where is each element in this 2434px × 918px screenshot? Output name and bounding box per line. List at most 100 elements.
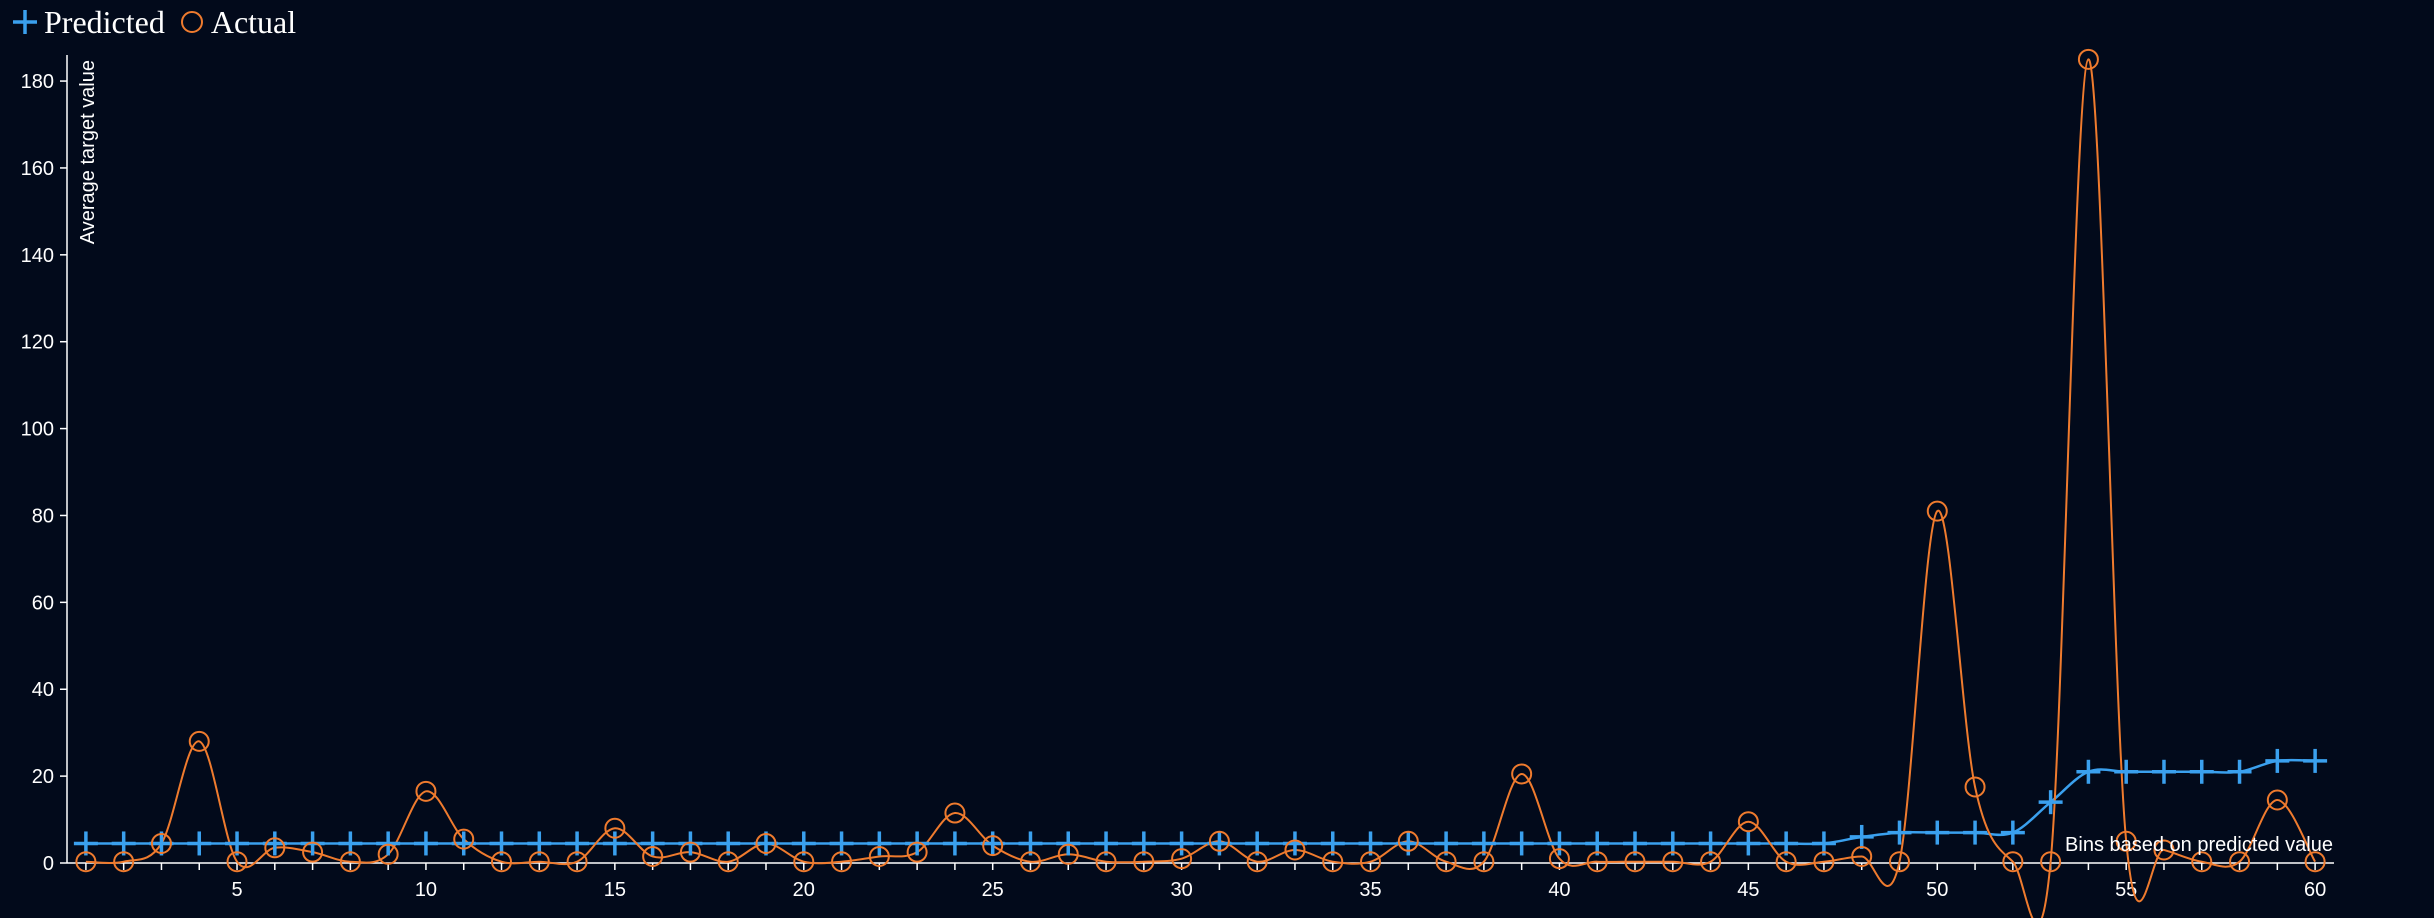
actual-point <box>1057 843 1079 865</box>
chart-legend: Predicted Actual <box>12 2 310 42</box>
y-axis-title: Average target value <box>77 60 99 244</box>
actual-point <box>1624 851 1646 873</box>
actual-point <box>1926 500 1948 522</box>
actual-point <box>2040 851 2062 873</box>
x-axis-title: Bins based on predicted value <box>2065 834 2333 856</box>
predicted-point <box>413 831 438 856</box>
y-axis: 0 20 40 60 80 100 120 140 160 180 <box>21 55 68 875</box>
predicted-point <box>753 831 778 856</box>
actual-point <box>944 802 966 824</box>
actual-point <box>604 817 626 839</box>
predicted-point <box>2151 759 2176 784</box>
actual-point <box>150 832 172 854</box>
actual-point <box>2115 830 2137 852</box>
actual-point <box>566 851 588 873</box>
predicted-point <box>2227 759 2252 784</box>
actual-point <box>1662 851 1684 873</box>
predicted-point <box>2265 748 2290 773</box>
predicted-point <box>1509 831 1534 856</box>
predicted-point <box>1963 820 1988 845</box>
y-tick-label: 180 <box>21 71 54 93</box>
actual-point <box>906 841 928 863</box>
actual-point <box>1171 848 1193 870</box>
actual-point <box>1737 811 1759 833</box>
predicted-point <box>1736 831 1761 856</box>
predicted-point <box>1887 820 1912 845</box>
actual-point <box>2229 851 2251 873</box>
y-tick-label: 160 <box>21 158 54 180</box>
x-tick-label: 5 <box>231 879 242 901</box>
actual-point <box>415 780 437 802</box>
actual-point <box>453 828 475 850</box>
actual-point <box>1133 851 1155 873</box>
actual-point <box>1019 851 1041 873</box>
x-axis: 5 10 15 20 25 30 35 40 45 50 55 60 <box>67 862 2334 901</box>
x-tick-label: 30 <box>1170 879 1192 901</box>
actual-point <box>1095 851 1117 873</box>
actual-series-line <box>85 58 2316 918</box>
y-tick-label: 140 <box>21 245 54 267</box>
actual-point <box>188 730 210 752</box>
actual-point <box>1813 851 1835 873</box>
x-tick-label: 50 <box>1926 879 1948 901</box>
actual-point <box>679 841 701 863</box>
predicted-point <box>2114 759 2139 784</box>
actual-point <box>1208 830 1230 852</box>
actual-point <box>491 851 513 873</box>
actual-point <box>2077 48 2099 70</box>
actual-point <box>1548 848 1570 870</box>
x-tick-label: 20 <box>793 879 815 901</box>
predicted-point <box>1169 831 1194 856</box>
actual-point <box>75 851 97 873</box>
predicted-point <box>2076 759 2101 784</box>
y-tick-label: 100 <box>21 419 54 441</box>
actual-point <box>2266 789 2288 811</box>
actual-point <box>717 851 739 873</box>
predicted-point <box>187 831 212 856</box>
actual-point <box>1435 851 1457 873</box>
y-tick-label: 0 <box>43 853 54 875</box>
actual-point <box>982 835 1004 857</box>
actual-point <box>1322 851 1344 873</box>
predicted-point <box>1925 820 1950 845</box>
y-tick-label: 40 <box>32 679 54 701</box>
y-tick-label: 120 <box>21 332 54 354</box>
actual-point <box>302 841 324 863</box>
predicted-point <box>2303 748 2328 773</box>
predicted-point <box>942 831 967 856</box>
actual-point <box>2002 851 2024 873</box>
x-tick-label: 45 <box>1737 879 1759 901</box>
actual-point <box>2304 851 2326 873</box>
actual-point <box>1775 851 1797 873</box>
predicted-point <box>1056 831 1081 856</box>
circle-icon <box>180 11 203 33</box>
predicted-point <box>1849 824 1874 849</box>
x-tick-label: 60 <box>2304 879 2326 901</box>
actual-point <box>2153 839 2175 861</box>
legend-label-predicted: Predicted <box>44 3 165 40</box>
actual-point <box>868 845 890 867</box>
actual-point <box>1246 851 1268 873</box>
actual-point <box>2191 851 2213 873</box>
legend-item-predicted[interactable]: Predicted <box>12 4 165 41</box>
predicted-points <box>73 748 2328 856</box>
predicted-point <box>149 831 174 856</box>
actual-point <box>1473 851 1495 873</box>
legend-item-actual[interactable]: Actual <box>179 4 296 41</box>
actual-points <box>75 48 2326 873</box>
actual-point <box>1360 851 1382 873</box>
x-tick-label: 35 <box>1359 879 1381 901</box>
actual-point <box>793 851 815 873</box>
actual-point <box>1511 763 1533 785</box>
actual-point <box>113 851 135 873</box>
legend-label-actual: Actual <box>210 3 297 40</box>
actual-point <box>1888 851 1910 873</box>
actual-point <box>1851 845 1873 867</box>
predicted-point <box>602 831 627 856</box>
actual-point <box>1586 851 1608 873</box>
actual-point <box>1700 851 1722 873</box>
actual-point <box>1397 830 1419 852</box>
actual-point <box>528 851 550 873</box>
predicted-point <box>867 831 892 856</box>
